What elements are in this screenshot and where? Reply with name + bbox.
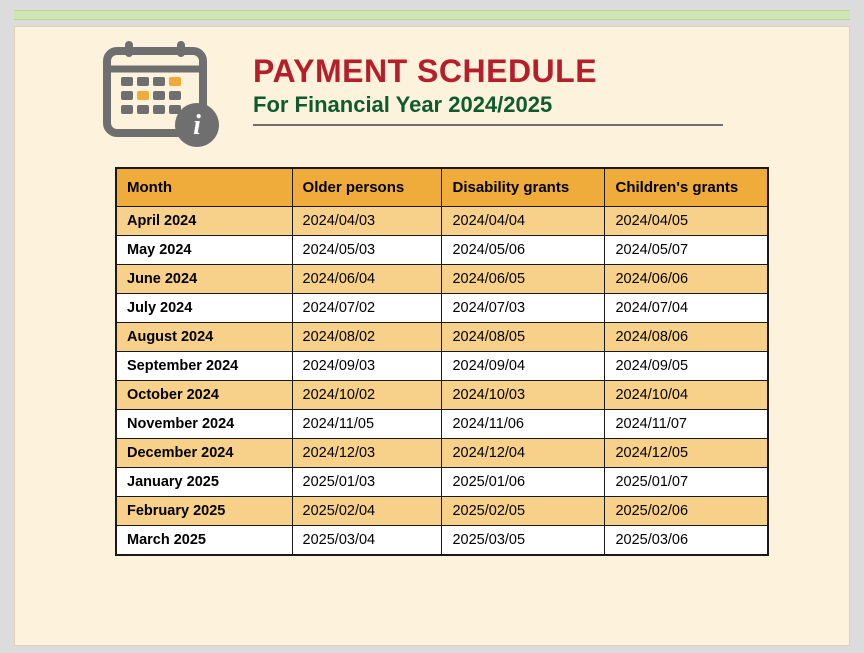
table-row: April 20242024/04/032024/04/042024/04/05 <box>116 207 768 236</box>
cell-date: 2024/07/02 <box>292 294 442 323</box>
top-green-strip <box>14 10 850 20</box>
table-row: October 20242024/10/022024/10/032024/10/… <box>116 381 768 410</box>
cell-date: 2024/11/07 <box>605 410 768 439</box>
cell-date: 2024/11/05 <box>292 410 442 439</box>
cell-date: 2025/03/06 <box>605 526 768 556</box>
cell-date: 2025/03/05 <box>442 526 605 556</box>
title-underline <box>253 124 723 126</box>
cell-date: 2024/05/03 <box>292 236 442 265</box>
table-body: April 20242024/04/032024/04/042024/04/05… <box>116 207 768 556</box>
cell-date: 2024/10/02 <box>292 381 442 410</box>
cell-date: 2024/07/03 <box>442 294 605 323</box>
table-row: December 20242024/12/032024/12/042024/12… <box>116 439 768 468</box>
page-subtitle: For Financial Year 2024/2025 <box>253 92 809 118</box>
cell-date: 2025/01/07 <box>605 468 768 497</box>
cell-month: February 2025 <box>116 497 292 526</box>
cell-date: 2024/07/04 <box>605 294 768 323</box>
cell-month: May 2024 <box>116 236 292 265</box>
schedule-table-wrap: Month Older persons Disability grants Ch… <box>15 149 849 556</box>
cell-month: November 2024 <box>116 410 292 439</box>
col-disability-grants: Disability grants <box>442 168 605 207</box>
cell-date: 2024/10/03 <box>442 381 605 410</box>
table-row: September 20242024/09/032024/09/042024/0… <box>116 352 768 381</box>
cell-date: 2024/12/03 <box>292 439 442 468</box>
cell-month: September 2024 <box>116 352 292 381</box>
table-header-row: Month Older persons Disability grants Ch… <box>116 168 768 207</box>
cell-date: 2024/05/07 <box>605 236 768 265</box>
cell-date: 2025/02/04 <box>292 497 442 526</box>
table-row: June 20242024/06/042024/06/052024/06/06 <box>116 265 768 294</box>
cell-month: April 2024 <box>116 207 292 236</box>
table-row: November 20242024/11/052024/11/062024/11… <box>116 410 768 439</box>
cell-date: 2025/01/03 <box>292 468 442 497</box>
outer-frame: i PAYMENT SCHEDULE For Financial Year 20… <box>0 0 864 653</box>
cell-date: 2024/10/04 <box>605 381 768 410</box>
cell-date: 2024/11/06 <box>442 410 605 439</box>
table-row: July 20242024/07/022024/07/032024/07/04 <box>116 294 768 323</box>
cell-date: 2024/06/04 <box>292 265 442 294</box>
table-row: January 20252025/01/032025/01/062025/01/… <box>116 468 768 497</box>
cell-date: 2024/12/04 <box>442 439 605 468</box>
table-row: March 20252025/03/042025/03/052025/03/06 <box>116 526 768 556</box>
cell-month: June 2024 <box>116 265 292 294</box>
cell-date: 2024/09/04 <box>442 352 605 381</box>
cell-date: 2024/08/06 <box>605 323 768 352</box>
table-head: Month Older persons Disability grants Ch… <box>116 168 768 207</box>
cell-date: 2024/09/05 <box>605 352 768 381</box>
cell-date: 2025/02/06 <box>605 497 768 526</box>
cell-date: 2024/08/05 <box>442 323 605 352</box>
cell-month: January 2025 <box>116 468 292 497</box>
cell-date: 2024/06/05 <box>442 265 605 294</box>
cell-date: 2025/03/04 <box>292 526 442 556</box>
schedule-table: Month Older persons Disability grants Ch… <box>115 167 769 556</box>
page-title: PAYMENT SCHEDULE <box>253 53 809 90</box>
title-block: PAYMENT SCHEDULE For Financial Year 2024… <box>253 39 809 126</box>
cell-month: December 2024 <box>116 439 292 468</box>
calendar-info-icon: i <box>95 39 225 149</box>
header: i PAYMENT SCHEDULE For Financial Year 20… <box>15 39 849 149</box>
table-row: August 20242024/08/022024/08/052024/08/0… <box>116 323 768 352</box>
page: i PAYMENT SCHEDULE For Financial Year 20… <box>14 26 850 646</box>
cell-date: 2024/04/04 <box>442 207 605 236</box>
cell-date: 2024/12/05 <box>605 439 768 468</box>
cell-date: 2024/06/06 <box>605 265 768 294</box>
cell-date: 2024/08/02 <box>292 323 442 352</box>
cell-date: 2025/01/06 <box>442 468 605 497</box>
cell-date: 2024/09/03 <box>292 352 442 381</box>
table-row: February 20252025/02/042025/02/052025/02… <box>116 497 768 526</box>
cell-month: March 2025 <box>116 526 292 556</box>
col-childrens-grants: Children's grants <box>605 168 768 207</box>
cell-date: 2025/02/05 <box>442 497 605 526</box>
cell-date: 2024/05/06 <box>442 236 605 265</box>
cell-month: July 2024 <box>116 294 292 323</box>
cell-month: October 2024 <box>116 381 292 410</box>
table-row: May 20242024/05/032024/05/062024/05/07 <box>116 236 768 265</box>
svg-text:i: i <box>193 110 201 141</box>
cell-date: 2024/04/05 <box>605 207 768 236</box>
cell-month: August 2024 <box>116 323 292 352</box>
col-month: Month <box>116 168 292 207</box>
cell-date: 2024/04/03 <box>292 207 442 236</box>
col-older-persons: Older persons <box>292 168 442 207</box>
